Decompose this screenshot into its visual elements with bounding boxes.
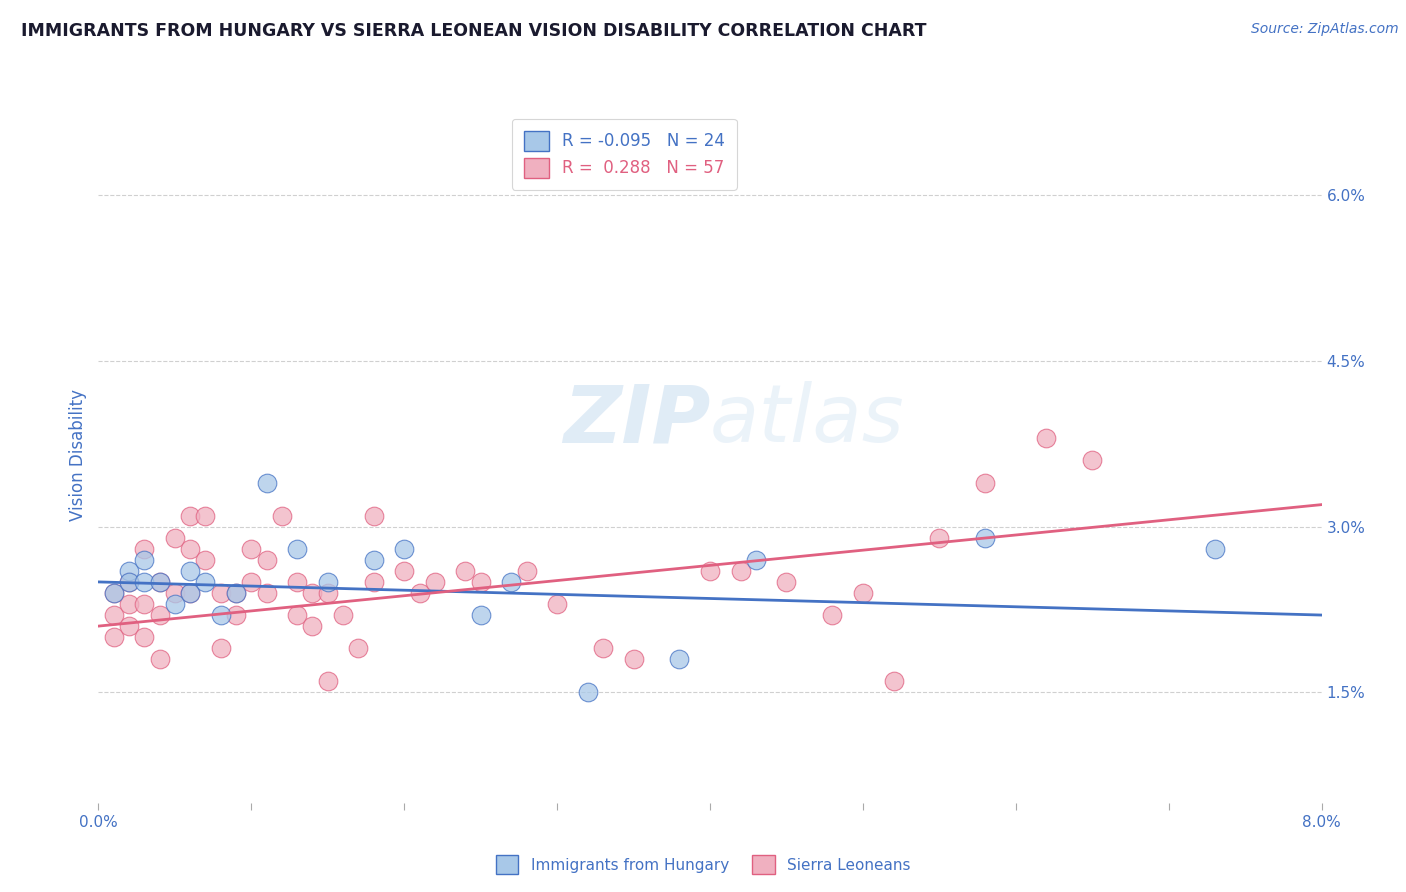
Point bbox=[316, 574, 339, 589]
Text: Source: ZipAtlas.com: Source: ZipAtlas.com bbox=[1251, 22, 1399, 37]
Point bbox=[225, 608, 247, 623]
Point bbox=[470, 608, 492, 623]
Y-axis label: Vision Disability: Vision Disability bbox=[69, 389, 87, 521]
Point bbox=[149, 608, 172, 623]
Point bbox=[149, 574, 172, 589]
Point bbox=[974, 531, 997, 545]
Point bbox=[1035, 431, 1057, 445]
Point bbox=[423, 574, 446, 589]
Point bbox=[392, 564, 416, 578]
Point bbox=[316, 586, 339, 600]
Point bbox=[118, 574, 141, 589]
Point bbox=[209, 608, 232, 623]
Point bbox=[225, 586, 247, 600]
Point bbox=[118, 597, 141, 611]
Point bbox=[363, 553, 385, 567]
Point bbox=[163, 597, 186, 611]
Point bbox=[240, 574, 263, 589]
Point bbox=[179, 586, 201, 600]
Point bbox=[928, 531, 950, 545]
Point bbox=[118, 619, 141, 633]
Legend: Immigrants from Hungary, Sierra Leoneans: Immigrants from Hungary, Sierra Leoneans bbox=[489, 849, 917, 880]
Point bbox=[256, 553, 278, 567]
Point bbox=[256, 475, 278, 490]
Point bbox=[347, 641, 370, 656]
Text: atlas: atlas bbox=[710, 381, 905, 459]
Point bbox=[256, 586, 278, 600]
Point bbox=[516, 564, 538, 578]
Point bbox=[470, 574, 492, 589]
Point bbox=[118, 574, 141, 589]
Point bbox=[134, 574, 156, 589]
Point bbox=[194, 508, 217, 523]
Point bbox=[225, 586, 247, 600]
Point bbox=[316, 674, 339, 689]
Point bbox=[576, 685, 599, 699]
Point bbox=[103, 608, 125, 623]
Point bbox=[194, 553, 217, 567]
Point bbox=[285, 574, 308, 589]
Point bbox=[363, 508, 385, 523]
Point bbox=[285, 541, 308, 556]
Point bbox=[179, 586, 201, 600]
Point bbox=[240, 541, 263, 556]
Point bbox=[974, 475, 997, 490]
Point bbox=[270, 508, 294, 523]
Point bbox=[301, 586, 323, 600]
Point bbox=[179, 541, 201, 556]
Point bbox=[1204, 541, 1226, 556]
Point bbox=[194, 574, 217, 589]
Point bbox=[103, 586, 125, 600]
Point bbox=[134, 553, 156, 567]
Point bbox=[209, 641, 232, 656]
Point bbox=[134, 541, 156, 556]
Text: ZIP: ZIP bbox=[562, 381, 710, 459]
Point bbox=[699, 564, 721, 578]
Point bbox=[730, 564, 752, 578]
Point bbox=[392, 541, 416, 556]
Point bbox=[118, 564, 141, 578]
Point bbox=[209, 586, 232, 600]
Point bbox=[103, 630, 125, 644]
Legend: R = -0.095   N = 24, R =  0.288   N = 57: R = -0.095 N = 24, R = 0.288 N = 57 bbox=[512, 119, 737, 189]
Point bbox=[134, 630, 156, 644]
Point bbox=[163, 586, 186, 600]
Point bbox=[668, 652, 690, 666]
Point bbox=[623, 652, 645, 666]
Point bbox=[745, 553, 768, 567]
Point bbox=[149, 574, 172, 589]
Point bbox=[821, 608, 844, 623]
Point bbox=[852, 586, 875, 600]
Point bbox=[149, 652, 172, 666]
Point bbox=[408, 586, 430, 600]
Point bbox=[1081, 453, 1104, 467]
Text: IMMIGRANTS FROM HUNGARY VS SIERRA LEONEAN VISION DISABILITY CORRELATION CHART: IMMIGRANTS FROM HUNGARY VS SIERRA LEONEA… bbox=[21, 22, 927, 40]
Point bbox=[454, 564, 477, 578]
Point bbox=[285, 608, 308, 623]
Point bbox=[163, 531, 186, 545]
Point bbox=[103, 586, 125, 600]
Point bbox=[592, 641, 614, 656]
Point bbox=[775, 574, 797, 589]
Point bbox=[134, 597, 156, 611]
Point bbox=[501, 574, 523, 589]
Point bbox=[546, 597, 568, 611]
Point bbox=[363, 574, 385, 589]
Point bbox=[883, 674, 905, 689]
Point bbox=[179, 508, 201, 523]
Point bbox=[301, 619, 323, 633]
Point bbox=[332, 608, 354, 623]
Point bbox=[179, 564, 201, 578]
